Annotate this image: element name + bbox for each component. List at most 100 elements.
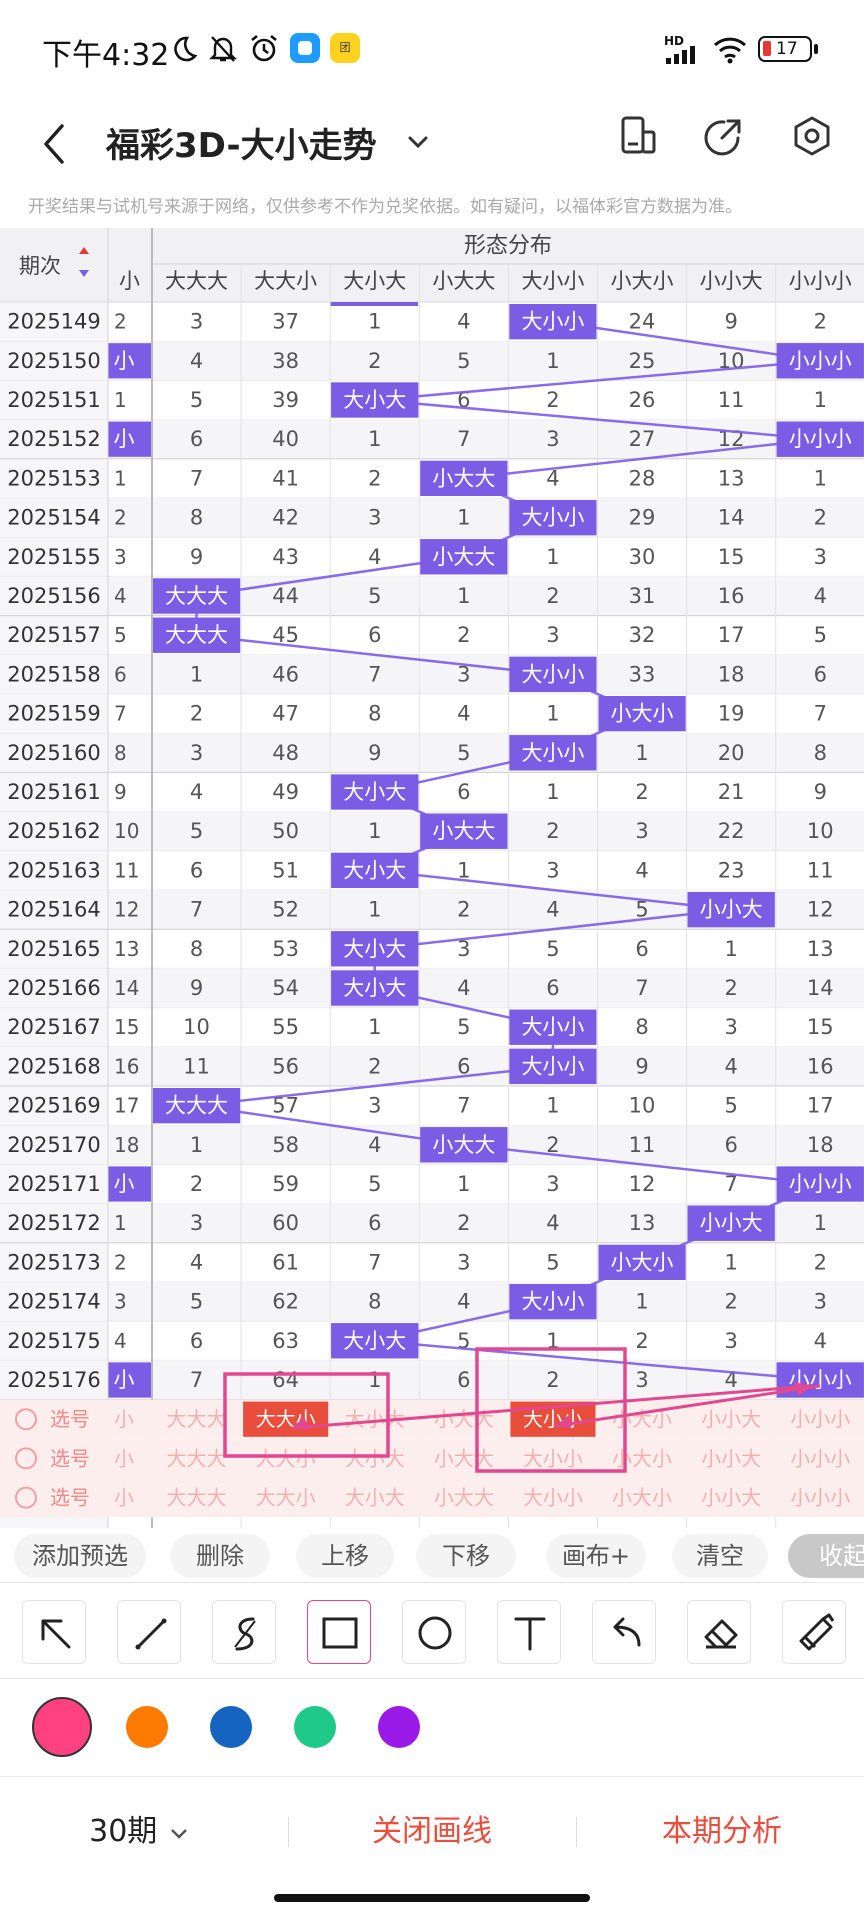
hit-cell[interactable] (776, 1166, 864, 1202)
hit-cell[interactable] (509, 500, 597, 536)
drawn-arrow[interactable] (291, 1384, 813, 1430)
color-swatch[interactable] (32, 1697, 92, 1757)
hit-cell[interactable] (153, 617, 241, 653)
select-option[interactable]: 大小大 (345, 1486, 405, 1510)
circle-tool-button[interactable] (402, 1600, 466, 1664)
select-option[interactable]: 小小大 (701, 1407, 761, 1431)
period-analysis-button[interactable]: 本期分析 (662, 1814, 782, 1849)
select-label[interactable]: 选号 (50, 1446, 90, 1470)
select-option[interactable]: 小大大 (434, 1486, 494, 1510)
hit-cell[interactable] (331, 382, 419, 418)
hit-cell[interactable] (509, 1048, 597, 1084)
hit-cell[interactable] (687, 1205, 775, 1241)
hit-cell[interactable] (598, 696, 686, 732)
select-option[interactable]: 小小大 (701, 1446, 761, 1470)
miss-cell: 4 (190, 780, 203, 804)
hit-cell[interactable] (420, 539, 508, 575)
hit-cell[interactable] (420, 813, 508, 849)
period-header[interactable]: 期次 (19, 254, 61, 278)
miss-cell: 4 (724, 1054, 737, 1078)
line-tool-button[interactable] (117, 1600, 181, 1664)
hit-cell[interactable] (509, 656, 597, 692)
action-chip[interactable]: 清空 (672, 1534, 768, 1578)
select-option[interactable]: 小小大 (701, 1486, 761, 1510)
select-option[interactable]: 小 (114, 1407, 134, 1431)
select-option[interactable]: 大大大 (167, 1446, 227, 1470)
hit-cell[interactable] (331, 852, 419, 888)
action-chip[interactable]: 画布+ (546, 1534, 646, 1578)
hit-cell[interactable] (776, 421, 864, 457)
hit-cell[interactable] (776, 343, 864, 379)
select-option[interactable]: 小 (114, 1486, 134, 1510)
select-radio[interactable] (15, 1447, 37, 1470)
select-label[interactable]: 选号 (50, 1407, 90, 1431)
select-option[interactable]: 小大小 (612, 1446, 672, 1470)
hit-cell[interactable] (687, 892, 775, 928)
hit-cell[interactable] (331, 931, 419, 967)
share-icon[interactable] (702, 114, 744, 158)
hit-cell[interactable] (331, 970, 419, 1006)
select-option[interactable]: 大小大 (345, 1446, 405, 1470)
select-option[interactable]: 大小小 (523, 1486, 583, 1510)
select-option[interactable]: 大大小 (256, 1486, 316, 1510)
chevron-down-icon[interactable] (404, 128, 432, 156)
hit-cell[interactable] (598, 1244, 686, 1280)
hit-cell[interactable] (153, 1088, 241, 1124)
page-title[interactable]: 福彩3D-大小走势 (106, 126, 377, 166)
settings-icon[interactable] (790, 114, 834, 158)
select-option[interactable]: 小大大 (434, 1407, 494, 1431)
color-swatch[interactable] (294, 1706, 336, 1748)
hit-cell[interactable] (331, 1323, 419, 1359)
select-option[interactable]: 小小小 (790, 1407, 850, 1431)
select-option[interactable]: 大大大 (167, 1407, 227, 1431)
action-chip[interactable]: 删除 (170, 1534, 270, 1578)
action-chip[interactable]: 上移 (296, 1534, 394, 1578)
hit-cell[interactable] (420, 460, 508, 496)
select-option[interactable]: 小 (114, 1446, 134, 1470)
sort-desc-icon[interactable] (79, 270, 89, 277)
color-swatch[interactable] (378, 1706, 420, 1748)
sort-asc-icon[interactable] (79, 247, 89, 254)
hit-cell[interactable] (509, 304, 597, 340)
hit-cell[interactable] (153, 578, 241, 614)
hit-cell[interactable] (509, 735, 597, 771)
action-chip[interactable]: 收起 (788, 1534, 864, 1578)
select-option[interactable]: 小大小 (612, 1486, 672, 1510)
select-radio[interactable] (15, 1486, 37, 1509)
back-icon[interactable] (34, 114, 74, 174)
action-chip[interactable]: 下移 (416, 1534, 516, 1578)
select-option[interactable]: 大大大 (167, 1486, 227, 1510)
hit-cell[interactable] (420, 1127, 508, 1163)
undo-button[interactable] (592, 1600, 656, 1664)
drawn-arrow[interactable] (554, 1384, 821, 1428)
clear-all-button[interactable] (782, 1600, 846, 1664)
close-drawing-button[interactable]: 关闭画线 (372, 1814, 492, 1849)
hit-cell[interactable] (331, 774, 419, 810)
period-select[interactable]: 30期 (60, 1777, 220, 1887)
eraser-button[interactable] (687, 1600, 751, 1664)
color-swatch[interactable] (126, 1706, 168, 1748)
color-swatch[interactable] (210, 1706, 252, 1748)
layout-toggle-icon[interactable] (618, 114, 658, 158)
drawn-rectangle[interactable] (223, 1372, 390, 1458)
curve-tool-button[interactable] (212, 1600, 276, 1664)
select-option[interactable]: 小大大 (434, 1446, 494, 1470)
select-option[interactable]: 大大小 (256, 1446, 316, 1470)
select-label[interactable]: 选号 (50, 1486, 90, 1510)
select-radio[interactable] (15, 1408, 37, 1431)
action-chip[interactable]: 添加预选 (14, 1534, 146, 1578)
select-option[interactable]: 小小小 (790, 1486, 850, 1510)
miss-cell: 20 (718, 741, 745, 765)
arrow-tool-button[interactable] (22, 1600, 86, 1664)
selected-option[interactable] (243, 1401, 329, 1437)
drawn-rectangle[interactable] (475, 1347, 627, 1473)
rectangle-tool-button[interactable] (307, 1600, 371, 1664)
hit-cell[interactable] (509, 1009, 597, 1045)
hit-cell[interactable] (509, 1284, 597, 1320)
home-indicator[interactable] (274, 1894, 590, 1902)
miss-cell: 3 (114, 1290, 127, 1314)
select-option[interactable]: 大小小 (523, 1446, 583, 1470)
alarm-icon (251, 34, 277, 62)
text-tool-button[interactable] (497, 1600, 561, 1664)
select-option[interactable]: 小小小 (790, 1446, 850, 1470)
